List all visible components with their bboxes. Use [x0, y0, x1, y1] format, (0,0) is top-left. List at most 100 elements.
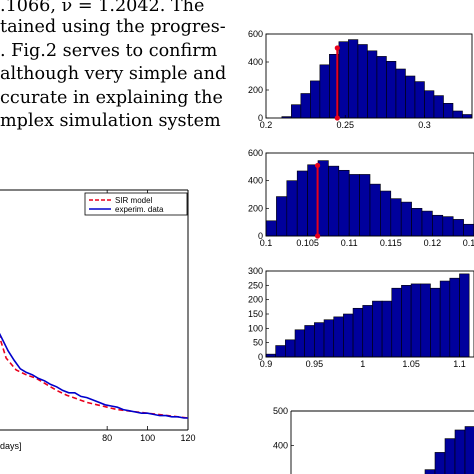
histogram-bar: [405, 75, 416, 119]
x-tick-label: 0.1: [260, 238, 273, 248]
histogram-bar: [433, 95, 444, 119]
paper-line: mplex simulation system: [0, 111, 221, 131]
x-tick-label: 0.25: [336, 120, 354, 130]
y-tick-label: 200: [248, 295, 263, 305]
histogram-bar: [319, 64, 330, 119]
histogram-bar: [454, 429, 466, 474]
x-axis-label: days]: [0, 441, 22, 451]
histogram-bar: [369, 183, 381, 237]
x-tick-label: 120: [180, 433, 195, 443]
histogram-bar: [411, 208, 423, 237]
histogram-1: 0 200 400 600 0.2 0.25 0.3: [248, 29, 473, 130]
histogram-bar: [352, 307, 364, 358]
x-tick-label: 100: [140, 433, 155, 443]
histogram-bar: [285, 339, 296, 358]
histogram-bar: [286, 180, 298, 237]
histogram-bar: [400, 201, 412, 237]
paper-line: . Fig.2 serves to confirm: [0, 41, 218, 61]
histogram-bar: [462, 114, 473, 119]
histogram-bar: [391, 287, 402, 358]
y-tick-label: 300: [248, 266, 263, 276]
histogram-bar: [381, 300, 393, 358]
x-tick-label: 0.105: [296, 238, 319, 248]
histogram-bar: [390, 198, 402, 237]
y-tick-label: 150: [248, 309, 263, 319]
plot-frame: [265, 152, 474, 237]
y-tick-label: 0: [258, 113, 263, 123]
histogram-bar: [386, 60, 397, 119]
histogram-bar: [310, 80, 321, 119]
histogram-bar: [430, 287, 441, 358]
histogram-bar: [314, 322, 325, 358]
x-tick-label: 0.125: [463, 238, 474, 248]
histogram-bar: [275, 345, 286, 358]
histogram-bar: [304, 325, 315, 358]
histogram-bar: [376, 56, 387, 119]
marker-base: [334, 115, 340, 121]
x-tick-label: 0.95: [306, 359, 324, 369]
histogram-bar: [421, 210, 433, 237]
histogram-bar: [317, 160, 329, 237]
histogram-bar: [359, 174, 371, 237]
histogram-bar: [414, 81, 425, 119]
histogram-bar: [328, 165, 340, 237]
histogram-4: 300400500: [273, 406, 474, 474]
marker-head: [314, 162, 321, 169]
histogram-bar: [338, 41, 349, 119]
x-tick-label: 0.115: [380, 238, 402, 248]
histogram-bar: [276, 196, 288, 237]
histogram-bar: [323, 319, 335, 358]
y-tick-label: 250: [248, 280, 263, 290]
histogram-bar: [343, 313, 354, 358]
histogram-bar: [333, 316, 344, 358]
y-tick-label: 600: [248, 148, 263, 158]
histogram-bar: [338, 169, 350, 237]
x-tick-label: 1: [360, 359, 365, 369]
y-tick-label: 0: [258, 352, 263, 362]
histogram-bar: [291, 104, 302, 119]
y-tick-label: 50: [253, 338, 263, 348]
x-tick-label: 80: [102, 433, 112, 443]
y-tick-label: 0: [258, 231, 263, 241]
paper-line: although very simple and: [0, 64, 227, 84]
histogram-bar: [300, 93, 311, 119]
histogram-bar: [362, 305, 373, 358]
y-tick-label: 400: [273, 441, 288, 451]
x-tick-label: 0.11: [341, 238, 358, 248]
x-tick-label: 0.9: [260, 359, 273, 369]
histogram-bar: [452, 219, 464, 237]
marker-head: [334, 45, 340, 51]
histogram-bar: [410, 283, 422, 358]
paper-text: .1066, ν = 1.2042. The tained using the …: [0, 0, 232, 140]
y-tick-label: 600: [248, 29, 263, 39]
y-tick-label: 100: [248, 323, 263, 333]
histogram-bar: [401, 285, 412, 358]
x-tick-label: 0.3: [418, 120, 431, 130]
histogram-bar: [395, 68, 406, 119]
legend-label: experim. data: [115, 205, 164, 214]
histogram-bar: [452, 110, 463, 119]
x-tick-label: 0.12: [424, 238, 442, 248]
histogram-bar: [463, 223, 474, 237]
histogram-bar: [434, 452, 446, 474]
y-tick-label: 500: [273, 406, 288, 416]
histogram-2: 0 200 400 600 0.1 0.105 0.11 0.115 0.12 0.125: [248, 148, 474, 248]
histogram-bar: [348, 39, 359, 119]
plot-frame: [265, 33, 473, 119]
histogram-bar: [367, 50, 378, 119]
histogram-bar: [464, 426, 474, 474]
histogram-bar: [357, 44, 368, 119]
y-tick-label: 400: [248, 176, 263, 186]
series-line-experim-data: [0, 332, 188, 419]
histogram-bar: [424, 90, 435, 119]
histogram-bar: [348, 174, 360, 237]
histogram-bar: [444, 438, 456, 474]
x-tick-label: 1.05: [402, 359, 420, 369]
paper-line: tained using the progres-: [0, 17, 226, 37]
histogram-bar: [442, 216, 454, 237]
histogram-bar: [307, 164, 319, 237]
histogram-bar: [432, 214, 444, 237]
x-tick-label: 1.1: [453, 359, 466, 369]
histogram-bar: [296, 170, 308, 237]
